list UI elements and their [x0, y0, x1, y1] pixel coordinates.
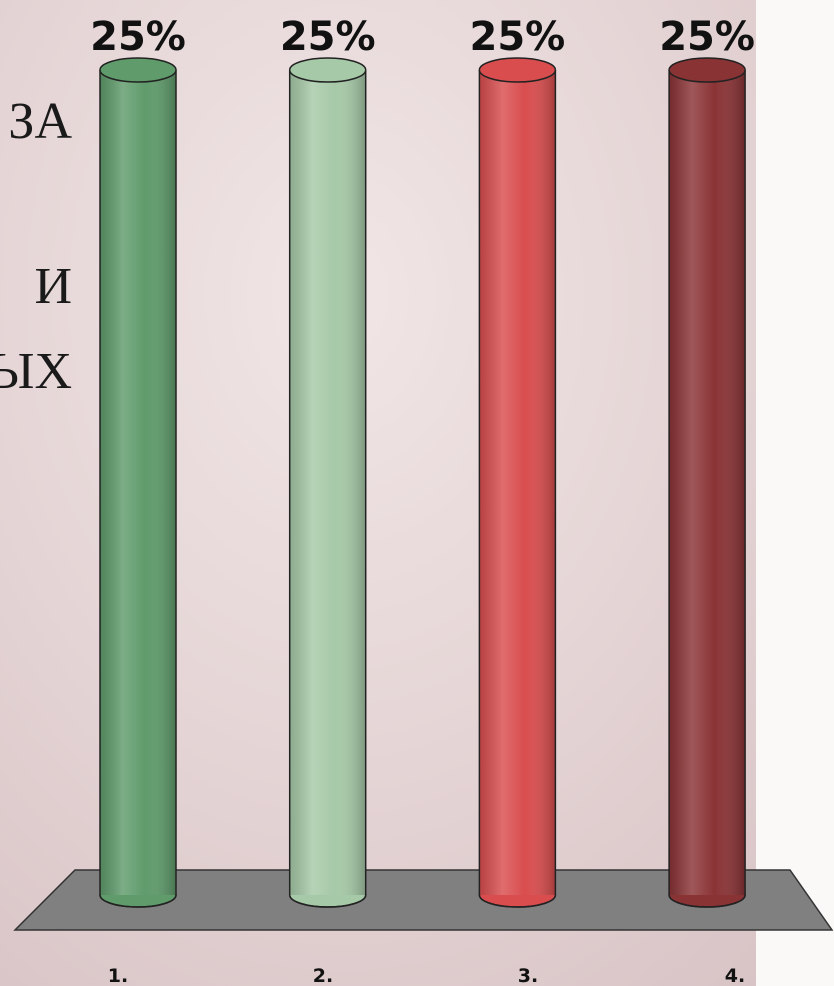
- bar-shade: [100, 70, 176, 895]
- value-label: 25%: [470, 14, 566, 60]
- bar-top: [478, 57, 557, 83]
- background-strip: [756, 0, 834, 986]
- value-label: 25%: [90, 14, 186, 60]
- value-label: 25%: [659, 14, 755, 60]
- bar-shade: [289, 70, 366, 895]
- bar-shade: [669, 70, 746, 895]
- bar-top: [99, 57, 177, 83]
- bar-bottom-edge: [478, 894, 557, 908]
- x-tick-label: 3.: [518, 965, 538, 986]
- annotation: И: [34, 258, 72, 315]
- x-tick-label: 2.: [313, 965, 333, 986]
- bar-bottom-edge: [668, 894, 746, 908]
- bar-shade: [479, 70, 556, 895]
- value-label: 25%: [280, 14, 376, 60]
- annotation: ЫХ: [0, 343, 72, 400]
- x-tick-label: 4.: [725, 965, 745, 986]
- bar-top: [668, 57, 746, 83]
- annotation: ЗА: [8, 93, 72, 150]
- bar-bottom-edge: [288, 894, 367, 908]
- bar-bottom-edge: [99, 894, 177, 908]
- bar-top: [288, 57, 367, 83]
- x-tick-label: 1.: [108, 965, 128, 986]
